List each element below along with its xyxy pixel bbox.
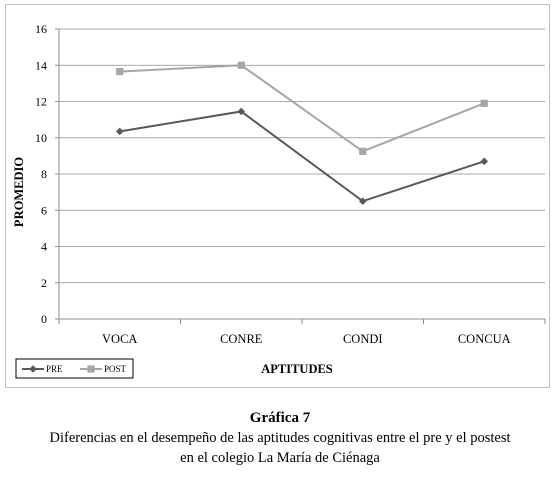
legend-marker-post	[87, 365, 95, 373]
x-tick-labels: VOCA CONRE CONDI CONCUA	[102, 332, 511, 346]
legend-box	[15, 358, 134, 379]
y-tick-label: 14	[35, 58, 47, 72]
y-tick-label: 2	[41, 276, 47, 290]
y-tick-label: 12	[35, 95, 47, 109]
series-line-post	[119, 64, 485, 153]
data-point-pre	[480, 157, 489, 166]
y-tick-labels: 0 2 4 6 8 10 12 14 16	[35, 22, 47, 326]
data-point-pre	[358, 197, 367, 205]
caption-title: Gráfica 7	[249, 410, 311, 426]
y-tick-label: 16	[35, 22, 47, 36]
x-tick-label: VOCA	[102, 332, 137, 346]
x-tick-label: CONCUA	[458, 332, 511, 346]
x-axis-title: APTITUDES	[261, 362, 333, 376]
data-point-post	[359, 147, 367, 155]
y-tick-label: 4	[41, 240, 47, 254]
legend: PRE POST	[15, 358, 134, 379]
figure-caption: Gráfica 7 Diferencias en el desempeño de…	[0, 408, 560, 468]
y-tick-label: 6	[41, 203, 47, 217]
x-tick-label: CONDI	[343, 332, 383, 346]
series-post	[116, 61, 488, 155]
axes	[55, 28, 546, 324]
line-chart: 0 2 4 6 8 10 12 14 16 VOCA CONRE CONDI CONCUA PROME…	[12, 22, 546, 379]
series	[115, 61, 489, 205]
y-tick-label: 10	[35, 131, 47, 145]
y-tick-label: 8	[41, 167, 47, 181]
data-point-pre	[237, 107, 246, 116]
series-line-pre	[119, 110, 485, 203]
legend-label-pre: PRE	[46, 364, 63, 374]
caption-text: Diferencias en el desempeño de las aptit…	[49, 430, 511, 466]
chart-frame	[5, 4, 550, 388]
data-point-post	[480, 99, 488, 107]
data-point-post	[116, 67, 124, 76]
legend-marker-pre	[29, 365, 37, 373]
y-axis-title: PROMEDIO	[12, 157, 26, 227]
x-tick-label: CONRE	[220, 332, 263, 346]
legend-label-post: POST	[104, 364, 127, 374]
gridlines	[59, 28, 545, 284]
data-point-pre	[115, 127, 124, 136]
series-pre	[115, 107, 489, 205]
data-point-post	[237, 61, 245, 69]
y-tick-label: 0	[41, 312, 47, 326]
